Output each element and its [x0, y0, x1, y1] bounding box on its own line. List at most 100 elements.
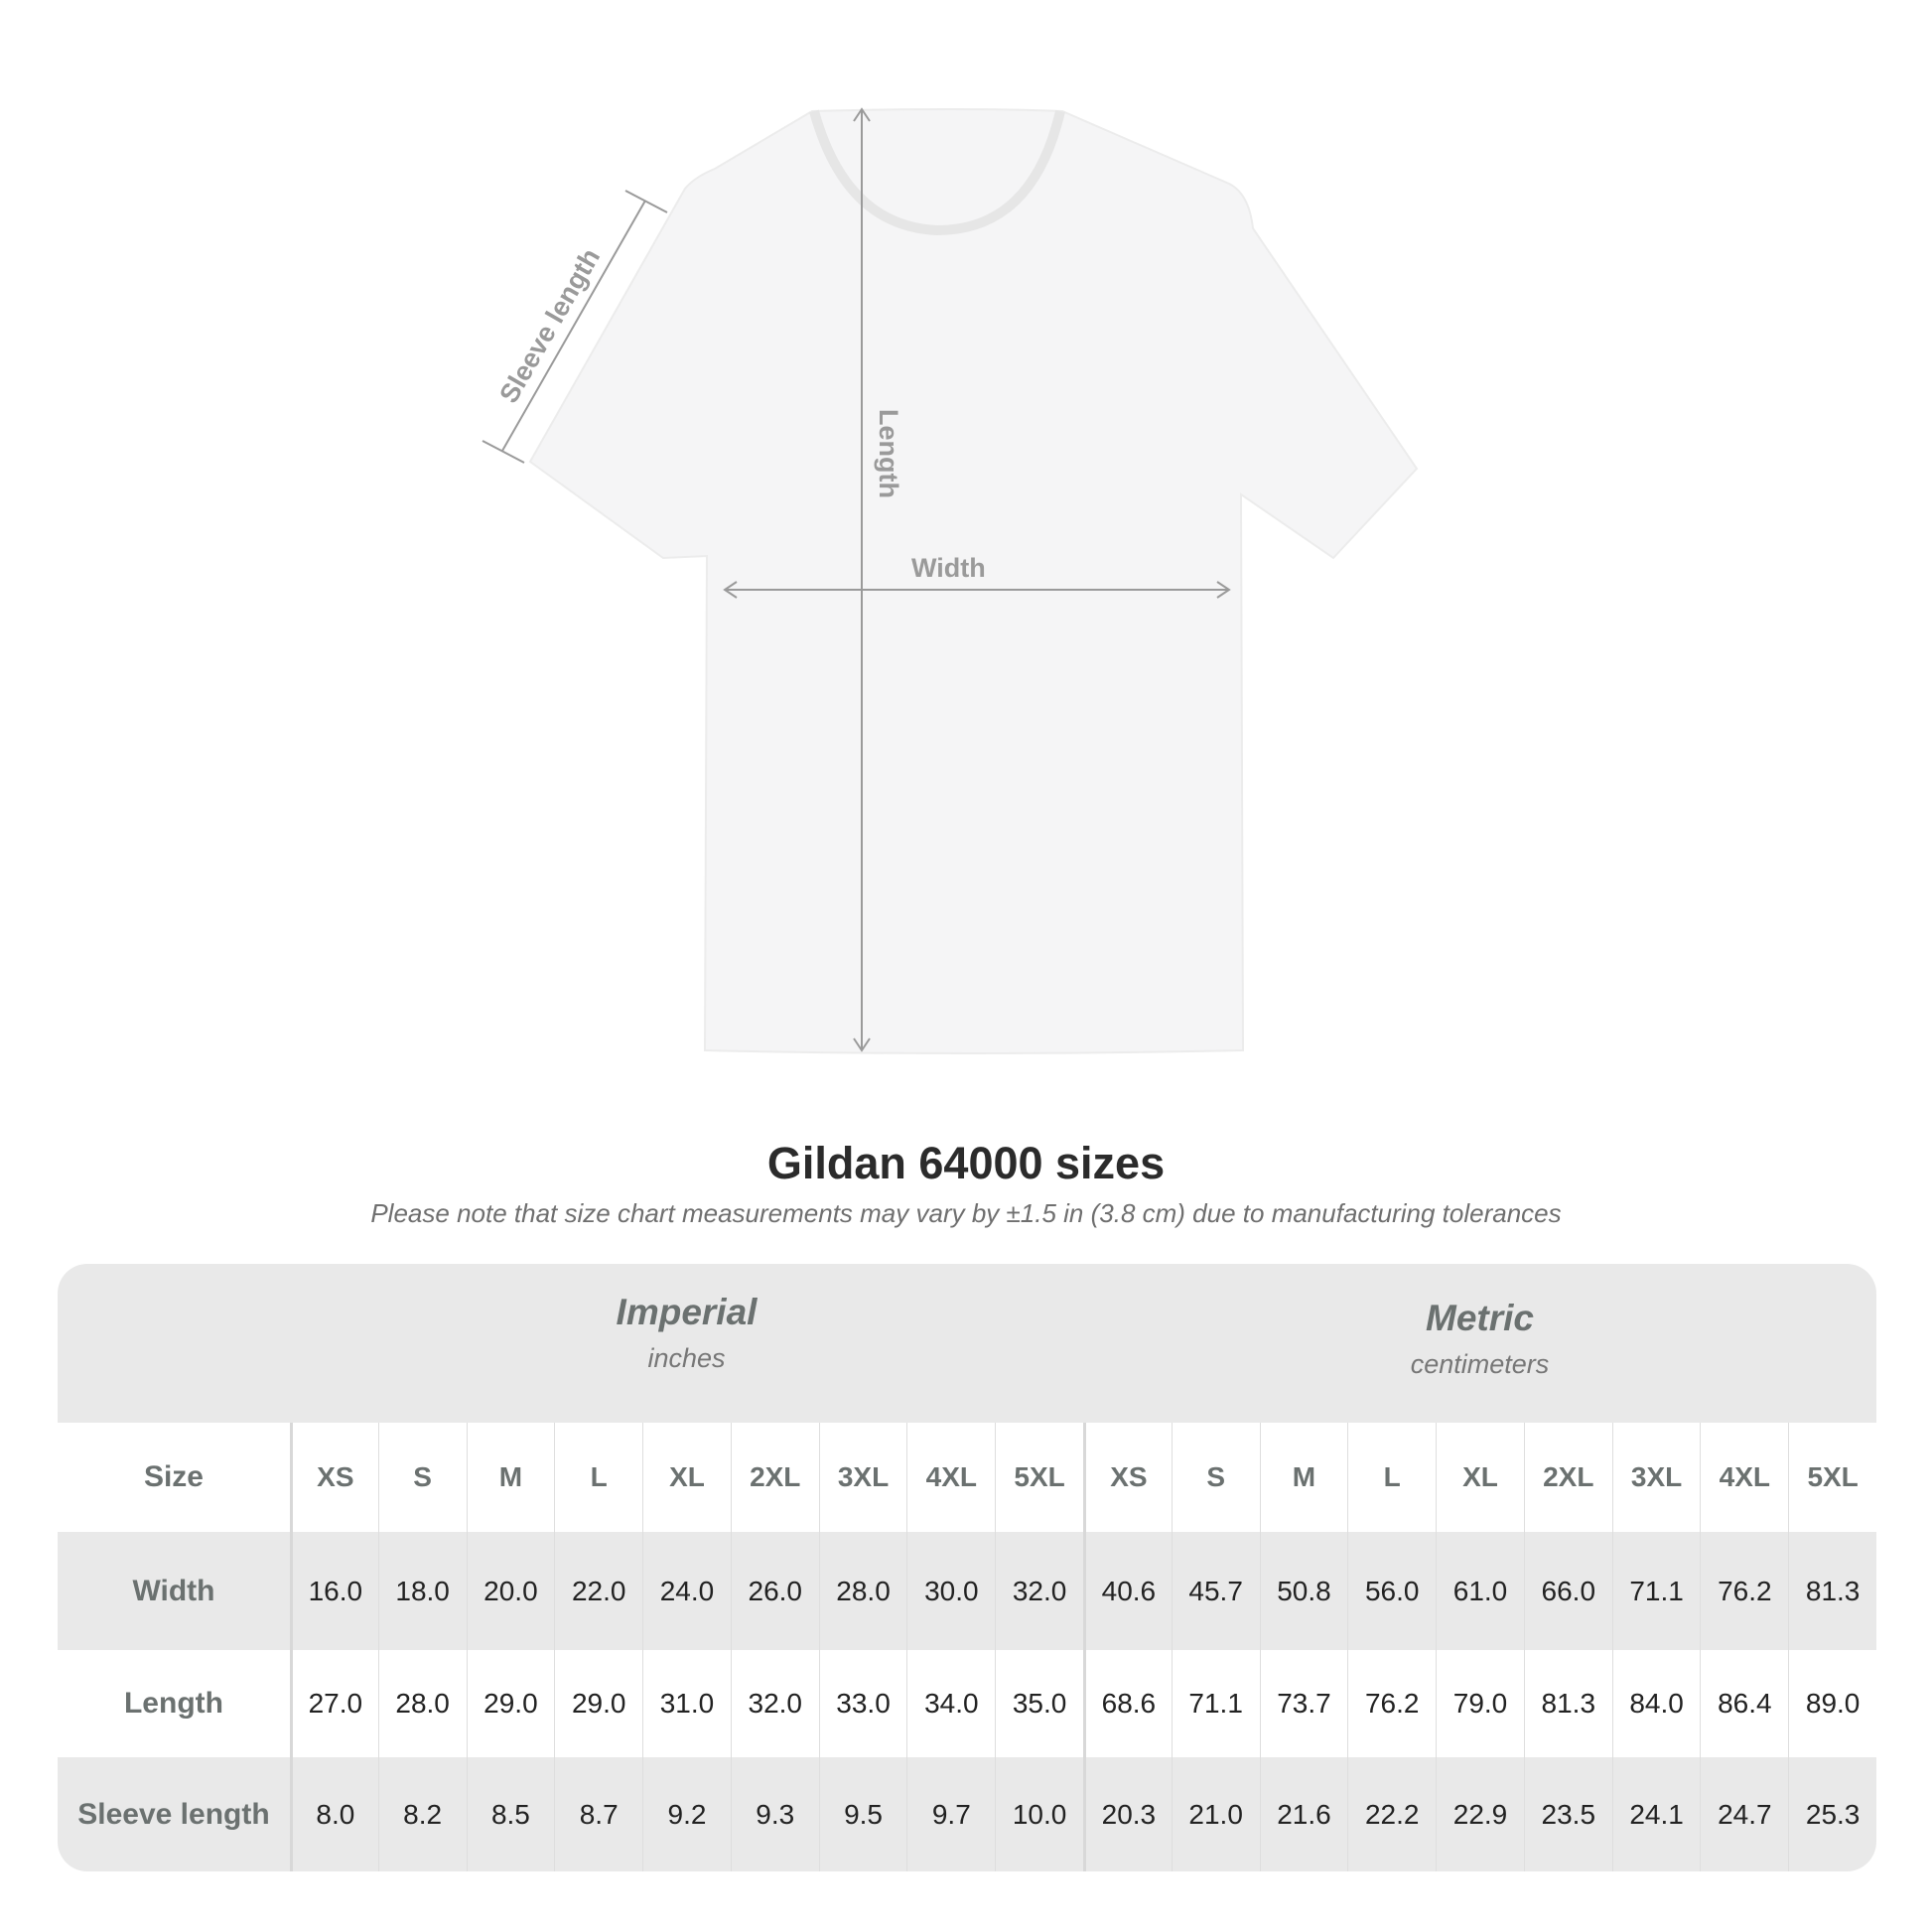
imperial-size-4xl: 4XL: [906, 1423, 995, 1532]
imperial-title: Imperial: [616, 1292, 758, 1332]
metric-size-2xl: 2XL: [1523, 1423, 1612, 1532]
imperial-value-cell: 28.0: [377, 1650, 467, 1757]
imperial-size-5xl: 5XL: [995, 1423, 1083, 1532]
metric-value-cell: 71.1: [1171, 1650, 1260, 1757]
imperial-value-cell: 9.7: [906, 1757, 995, 1871]
width-arrow-head-right: [1216, 581, 1231, 599]
imperial-value-cell: 8.5: [466, 1757, 555, 1871]
metric-value-cell: 20.3: [1082, 1757, 1172, 1871]
metric-value-cell: 76.2: [1700, 1532, 1788, 1650]
imperial-value-cell: 26.0: [730, 1532, 819, 1650]
width-arrow-head-left: [723, 581, 738, 599]
imperial-value-cell: 33.0: [818, 1650, 907, 1757]
metric-value-cell: 22.9: [1436, 1757, 1524, 1871]
imperial-size-xs: XS: [289, 1423, 378, 1532]
imperial-size-s: S: [377, 1423, 467, 1532]
tshirt-shape: [528, 108, 1419, 1054]
imperial-value-cell: 8.7: [554, 1757, 642, 1871]
imperial-value-cell: 8.2: [377, 1757, 467, 1871]
imperial-value-cell: 20.0: [466, 1532, 555, 1650]
imperial-value-cell: 32.0: [730, 1650, 819, 1757]
metric-title: Metric: [1426, 1298, 1534, 1338]
metric-value-cell: 71.1: [1611, 1532, 1701, 1650]
metric-size-4xl: 4XL: [1700, 1423, 1788, 1532]
imperial-value-cell: 29.0: [466, 1650, 555, 1757]
metric-value-cell: 21.6: [1259, 1757, 1348, 1871]
imperial-value-cell: 29.0: [554, 1650, 642, 1757]
imperial-size-l: L: [554, 1423, 642, 1532]
table-row: Length 27.0 28.0 29.0 29.0 31.0 32.0 33.0 34.0 35…: [58, 1650, 1876, 1757]
length-arrow-head-top: [853, 107, 871, 122]
metric-value-cell: 45.7: [1171, 1532, 1260, 1650]
imperial-value-cell: 28.0: [818, 1532, 907, 1650]
metric-size-5xl: 5XL: [1788, 1423, 1876, 1532]
metric-value-cell: 68.6: [1082, 1650, 1172, 1757]
metric-value-cell: 23.5: [1523, 1757, 1612, 1871]
metric-value-cell: 50.8: [1259, 1532, 1348, 1650]
metric-value-cell: 79.0: [1436, 1650, 1524, 1757]
metric-value-cell: 81.3: [1788, 1532, 1876, 1650]
row-label: Length: [123, 1687, 223, 1720]
imperial-value-cell: 30.0: [906, 1532, 995, 1650]
imperial-value-cell: 9.2: [642, 1757, 731, 1871]
metric-value-cell: 24.7: [1700, 1757, 1788, 1871]
tshirt-collar: [809, 109, 1065, 236]
imperial-size-3xl: 3XL: [818, 1423, 907, 1532]
imperial-value-cell: 32.0: [995, 1532, 1083, 1650]
metric-size-s: S: [1171, 1423, 1260, 1532]
imperial-size-2xl: 2XL: [730, 1423, 819, 1532]
imperial-value-cell: 22.0: [554, 1532, 642, 1650]
imperial-value-cell: 10.0: [995, 1757, 1083, 1871]
metric-value-cell: 56.0: [1347, 1532, 1436, 1650]
metric-size-l: L: [1347, 1423, 1436, 1532]
imperial-size-m: M: [466, 1423, 555, 1532]
width-label: Width: [911, 553, 986, 583]
metric-size-3xl: 3XL: [1611, 1423, 1701, 1532]
metric-value-cell: 84.0: [1611, 1650, 1701, 1757]
table-row: Sleeve length 8.0 8.2 8.5 8.7 9.2 9.3 9.5 9.7 10.…: [58, 1757, 1876, 1871]
imperial-group-header: Imperial inches: [290, 1292, 1083, 1374]
metric-value-cell: 61.0: [1436, 1532, 1524, 1650]
row-label: Sleeve length: [77, 1797, 270, 1831]
imperial-value-cell: 35.0: [995, 1650, 1083, 1757]
chart-subtitle: Please note that size chart measurements…: [370, 1198, 1562, 1228]
imperial-value-cell: 8.0: [289, 1757, 378, 1871]
metric-unit: centimeters: [1410, 1349, 1550, 1379]
metric-value-cell: 22.2: [1347, 1757, 1436, 1871]
length-label: Length: [874, 409, 903, 498]
metric-value-cell: 25.3: [1788, 1757, 1876, 1871]
length-arrow-head-bottom: [853, 1037, 871, 1052]
metric-value-cell: 21.0: [1171, 1757, 1260, 1871]
size-header-row: Size XS S M L XL 2XL 3XL 4XL 5XL XS S M L XL 2XL 3XL 4XL 5…: [58, 1423, 1876, 1532]
metric-value-cell: 73.7: [1259, 1650, 1348, 1757]
imperial-size-xl: XL: [642, 1423, 731, 1532]
unit-header-band: Imperial inches Metric centimeters: [58, 1264, 1876, 1423]
imperial-value-cell: 34.0: [906, 1650, 995, 1757]
imperial-value-cell: 9.3: [730, 1757, 819, 1871]
metric-value-cell: 76.2: [1347, 1650, 1436, 1757]
imperial-value-cell: 31.0: [642, 1650, 731, 1757]
metric-size-m: M: [1259, 1423, 1348, 1532]
imperial-unit: inches: [647, 1343, 726, 1373]
row-label: Width: [132, 1574, 215, 1607]
imperial-value-cell: 27.0: [289, 1650, 378, 1757]
imperial-value-cell: 18.0: [377, 1532, 467, 1650]
metric-value-cell: 40.6: [1082, 1532, 1172, 1650]
size-table: Imperial inches Metric centimeters Size X…: [58, 1264, 1876, 1871]
metric-value-cell: 24.1: [1611, 1757, 1701, 1871]
metric-value-cell: 86.4: [1700, 1650, 1788, 1757]
table-row: Width 16.0 18.0 20.0 22.0 24.0 26.0 28.0 30.0 32.…: [58, 1532, 1876, 1650]
chart-title: Gildan 64000 sizes: [766, 1138, 1166, 1188]
metric-size-xl: XL: [1436, 1423, 1524, 1532]
imperial-value-cell: 16.0: [289, 1532, 378, 1650]
tshirt-diagram: Sleeve length Length Width: [482, 107, 1419, 1054]
row-header-size: Size: [143, 1460, 204, 1493]
imperial-value-cell: 9.5: [818, 1757, 907, 1871]
metric-value-cell: 66.0: [1523, 1532, 1612, 1650]
metric-group-header: Metric centimeters: [1083, 1298, 1876, 1380]
metric-value-cell: 89.0: [1788, 1650, 1876, 1757]
metric-value-cell: 81.3: [1523, 1650, 1612, 1757]
metric-size-xs: XS: [1082, 1423, 1172, 1532]
sleeve-arrow: [501, 200, 646, 452]
imperial-value-cell: 24.0: [642, 1532, 731, 1650]
